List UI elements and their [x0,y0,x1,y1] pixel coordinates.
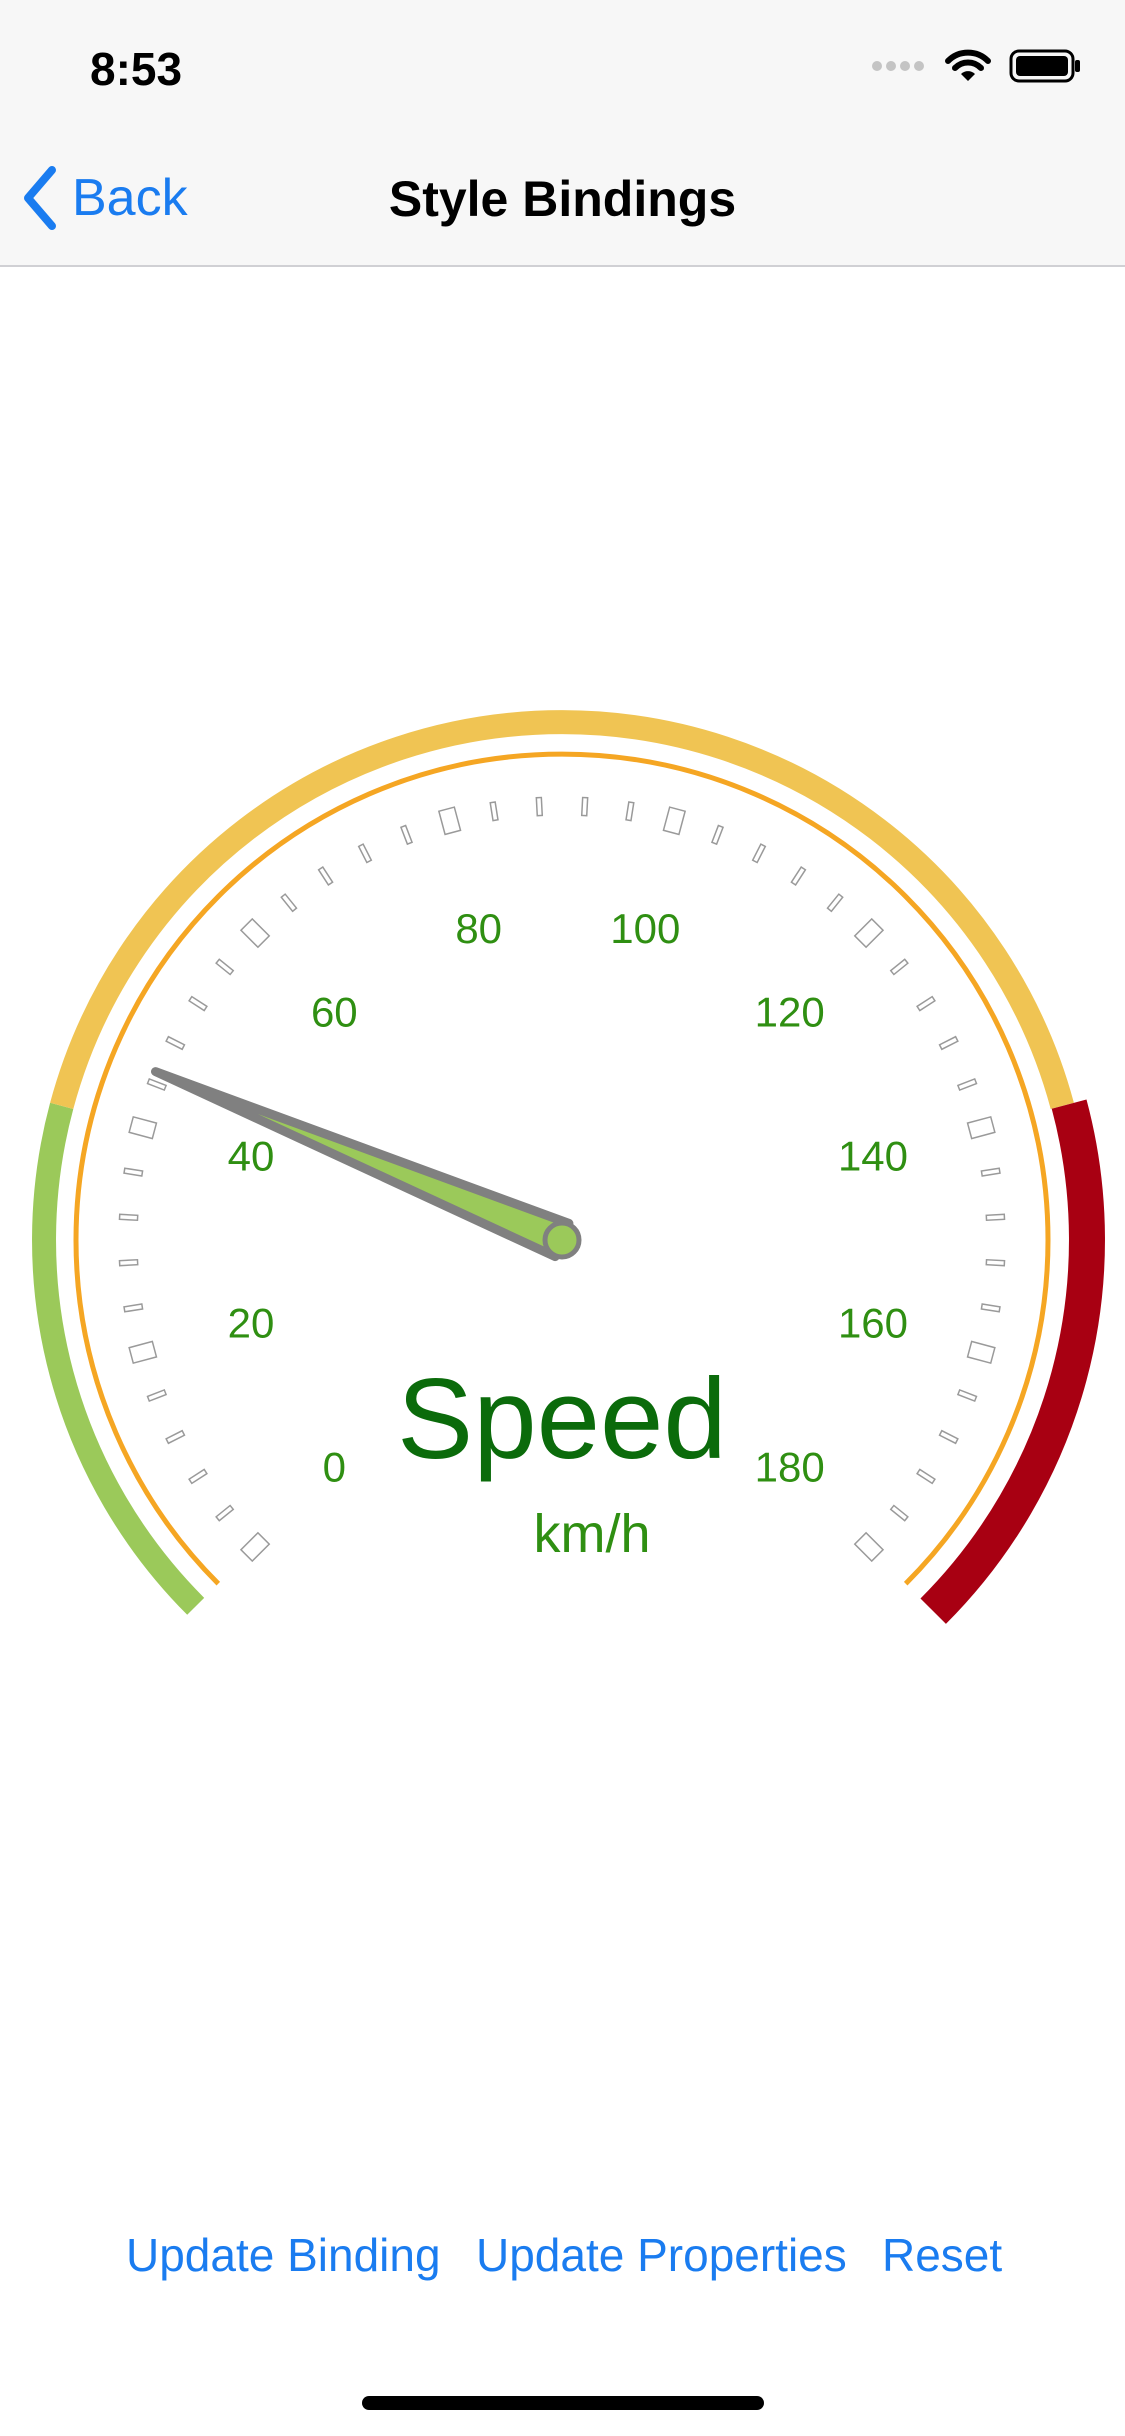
major-tick [966,1340,996,1365]
minor-tick [399,824,414,846]
minor-tick [938,1035,959,1051]
minor-tick [980,1167,1001,1177]
gauge-face-border [73,751,1051,1586]
minor-tick [790,866,807,886]
minor-tick [215,1504,235,1522]
minor-tick [165,1035,186,1051]
status-icons [871,48,1081,84]
tick-label: 60 [311,988,358,1035]
minor-tick [280,893,298,913]
status-bar: 8:53 [0,0,1125,132]
minor-tick [916,1468,936,1485]
minor-tick [118,1213,139,1222]
major-tick [128,1115,158,1140]
major-tick [239,917,271,949]
minor-tick [489,801,499,822]
minor-tick [146,1077,168,1092]
gauge-ranges [32,710,1105,1624]
minor-tick [985,1258,1006,1267]
home-indicator [362,2396,764,2410]
gauge-needle [151,1067,582,1262]
tick-label: 20 [228,1299,275,1346]
major-tick [853,917,885,949]
cellular-signal-icon [872,61,924,71]
minor-tick [751,843,767,864]
needle-pointer [151,1067,574,1262]
minor-tick [535,796,544,817]
gauge-units: km/h [533,1504,650,1564]
minor-tick [215,958,235,976]
major-tick [239,1531,271,1563]
minor-tick [916,995,936,1012]
minor-tick [826,893,844,913]
wifi-icon [945,49,991,81]
page-title: Style Bindings [388,171,737,227]
minor-tick [956,1388,978,1403]
minor-tick [938,1429,959,1445]
tick-label: 140 [838,1133,908,1180]
gauge-tick-labels: 0 20 40 60 80 100 120 140 160 180 [228,905,908,1491]
status-time: 8:53 [90,43,183,95]
major-tick [128,1340,158,1365]
needle-cap [542,1220,582,1260]
back-button-label: Back [72,169,188,227]
minor-tick [580,796,589,817]
minor-tick [710,824,725,846]
minor-tick [357,843,373,864]
radial-gauge: 0 20 40 60 80 100 120 140 160 180 Speed km/h [32,710,1105,1624]
minor-tick [118,1258,139,1267]
update-properties-button[interactable]: Update Properties [476,2229,847,2281]
gauge-range-0 [32,1102,205,1615]
gauge-range-1 [50,710,1074,1110]
battery-icon [1009,49,1080,83]
minor-tick [889,1504,909,1522]
gauge-ticks [118,796,1006,1563]
gauge-title: Speed [397,1356,727,1483]
bottom-toolbar: Update Binding Update Properties Reset [0,2228,1125,2298]
tick-label: 160 [838,1299,908,1346]
gauge-range-2 [920,1099,1105,1624]
minor-tick [956,1077,978,1092]
update-binding-button[interactable]: Update Binding [126,2229,441,2281]
major-tick [662,806,687,836]
chevron-left-icon [24,166,56,230]
major-tick [966,1115,996,1140]
tick-label: 40 [228,1133,275,1180]
minor-tick [188,1468,208,1485]
minor-tick [625,801,635,822]
minor-tick [123,1167,144,1177]
navigation-bar: Back Style Bindings [0,132,1125,267]
minor-tick [889,958,909,976]
back-button[interactable]: Back [22,166,188,230]
minor-tick [123,1303,144,1313]
minor-tick [980,1303,1001,1313]
major-tick [853,1531,885,1563]
tick-label: 80 [455,905,502,952]
tick-label: 120 [755,988,825,1035]
minor-tick [985,1213,1006,1222]
minor-tick [317,866,334,886]
major-tick [437,806,462,836]
reset-button[interactable]: Reset [882,2229,1003,2281]
minor-tick [188,995,208,1012]
minor-tick [165,1429,186,1445]
tick-label: 180 [755,1444,825,1491]
minor-tick [146,1388,168,1403]
tick-label: 100 [610,905,680,952]
tick-label: 0 [323,1444,346,1491]
